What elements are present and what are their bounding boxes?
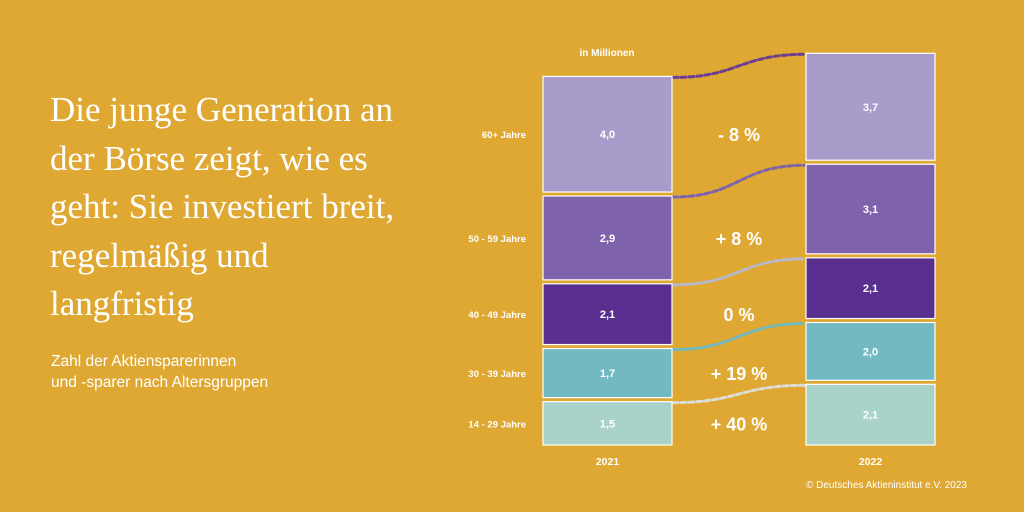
value-label: 3,7 (863, 102, 878, 114)
change-label: + 19 % (711, 364, 768, 384)
value-label: 2,1 (863, 410, 878, 422)
connector-line (671, 257, 807, 287)
value-label: 2,0 (863, 346, 878, 358)
bar-segment (542, 401, 673, 446)
subtitle-line-2: und -sparer nach Altersgruppen (51, 374, 269, 391)
value-label: 1,7 (600, 368, 615, 380)
value-label: 3,1 (863, 204, 878, 216)
year-label: 2022 (859, 456, 883, 468)
value-label: 1,5 (600, 418, 615, 430)
connector-line (671, 383, 807, 405)
change-label: 0 % (723, 305, 754, 325)
subtitle: Zahl der Aktiensparerinnen und -sparer n… (51, 351, 371, 393)
bar-segment (805, 52, 936, 161)
labels: 4,0 2,9 2,1 1,7 1,5 3,7 3,1 2,1 2,0 2,1 60+ Jahre -… (468, 102, 882, 468)
row-label: 30 - 39 Jahre (468, 369, 526, 380)
credit: © Deutsches Aktieninstitut e.V. 2023 (806, 480, 967, 491)
row-label: 60+ Jahre (482, 130, 526, 141)
bar-segment (805, 163, 936, 255)
change-label: + 8 % (716, 229, 763, 249)
bar-segment (542, 283, 673, 346)
row-label: 14 - 29 Jahre (468, 419, 526, 430)
bar-segment (805, 257, 936, 320)
bar-segment (542, 75, 673, 193)
connector-lines (671, 52, 807, 405)
bar-segment (542, 347, 673, 399)
row-label: 50 - 59 Jahre (468, 234, 526, 245)
connector-line (671, 322, 807, 352)
connector-line (671, 163, 807, 199)
unit-label: in Millionen (580, 48, 635, 59)
value-label: 2,1 (600, 309, 615, 321)
value-label: 4,0 (600, 129, 615, 141)
change-label: + 40 % (711, 414, 768, 434)
value-label: 2,1 (863, 283, 878, 295)
value-label: 2,9 (600, 233, 615, 245)
change-label: - 8 % (718, 125, 760, 145)
bar-segment (805, 383, 936, 446)
headline: Die junge Generation an der Börse zeigt,… (50, 90, 395, 323)
year-label: 2021 (596, 456, 620, 468)
bars (542, 52, 936, 446)
subtitle-line-1: Zahl der Aktiensparerinnen (51, 353, 237, 370)
row-label: 40 - 49 Jahre (468, 310, 526, 321)
bar-segment (542, 195, 673, 281)
bar-segment (805, 321, 936, 381)
connector-line (671, 52, 807, 79)
